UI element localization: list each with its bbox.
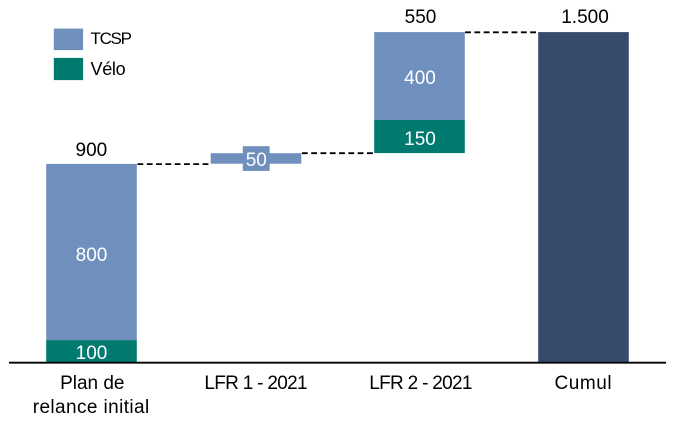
svg-text:Plan de: Plan de (60, 373, 124, 394)
svg-text:LFR 1 - 2021: LFR 1 - 2021 (204, 373, 307, 394)
svg-text:TCSP: TCSP (91, 29, 132, 48)
svg-text:100: 100 (76, 343, 108, 364)
svg-text:50: 50 (246, 150, 267, 171)
svg-text:relance initial: relance initial (33, 397, 150, 418)
svg-text:LFR 2 - 2021: LFR 2 - 2021 (369, 373, 472, 394)
svg-text:1.500: 1.500 (561, 7, 609, 28)
svg-text:800: 800 (76, 245, 108, 266)
svg-text:Vélo: Vélo (91, 59, 126, 79)
svg-text:400: 400 (404, 68, 436, 89)
svg-text:550: 550 (405, 7, 437, 28)
svg-text:Cumul: Cumul (554, 373, 612, 394)
svg-text:900: 900 (76, 140, 108, 161)
svg-text:150: 150 (404, 129, 436, 150)
